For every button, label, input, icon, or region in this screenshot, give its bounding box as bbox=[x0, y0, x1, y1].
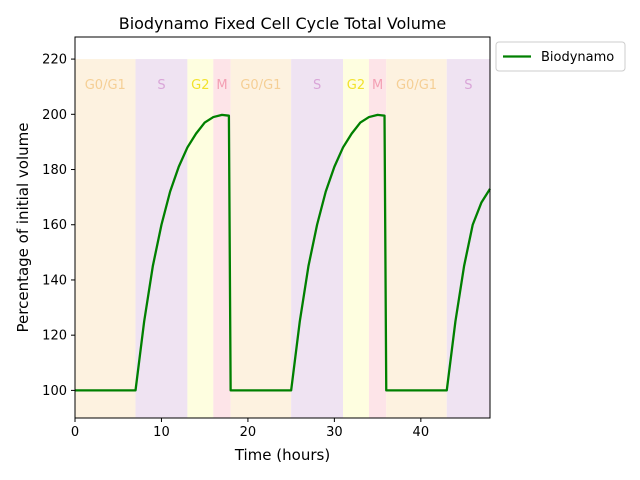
phase-label-8: G0/G1 bbox=[396, 78, 437, 93]
phase-label-0: G0/G1 bbox=[85, 78, 126, 93]
x-axis-label: Time (hours) bbox=[234, 446, 330, 464]
phase-labels: G0/G1 S G2 M G0/G1 S G2 M G0/G1 S bbox=[85, 78, 473, 93]
phase-band-7 bbox=[368, 59, 387, 419]
phase-bands bbox=[75, 59, 490, 419]
phase-band-0 bbox=[75, 59, 136, 419]
x-tick-label: 30 bbox=[326, 425, 343, 440]
series-line-biodynamo bbox=[75, 113, 491, 392]
phase-label-6: G2 bbox=[347, 78, 365, 93]
phase-band-3 bbox=[213, 59, 231, 419]
y-tick-label: 220 bbox=[42, 53, 67, 68]
y-tick-label: 200 bbox=[42, 108, 67, 123]
y-tick-label: 160 bbox=[42, 218, 67, 233]
legend-label-biodynamo: Biodynamo bbox=[541, 50, 614, 65]
phase-band-1 bbox=[135, 59, 188, 419]
phase-band-6 bbox=[343, 59, 369, 419]
x-tick-label: 0 bbox=[71, 425, 79, 440]
y-axis-ticks: 100 120 140 160 180 200 220 bbox=[42, 53, 75, 399]
y-tick-label: 100 bbox=[42, 384, 67, 399]
phase-band-5 bbox=[291, 59, 344, 419]
x-tick-label: 20 bbox=[240, 425, 257, 440]
phase-label-3: M bbox=[216, 78, 227, 93]
phase-label-4: G0/G1 bbox=[240, 78, 281, 93]
y-tick-label: 120 bbox=[42, 329, 67, 344]
x-tick-label: 40 bbox=[413, 425, 430, 440]
x-tick-label: 10 bbox=[153, 425, 170, 440]
phase-label-7: M bbox=[372, 78, 383, 93]
phase-label-1: S bbox=[157, 78, 165, 93]
y-tick-label: 140 bbox=[42, 273, 67, 288]
legend-box bbox=[495, 41, 626, 72]
phase-band-2 bbox=[187, 59, 214, 419]
chart-title: Biodynamo Fixed Cell Cycle Total Volume bbox=[119, 14, 447, 33]
x-axis-ticks: 0 10 20 30 40 bbox=[71, 418, 429, 440]
phase-label-2: G2 bbox=[191, 78, 209, 93]
phase-band-8 bbox=[386, 59, 447, 419]
legend: Biodynamo bbox=[495, 41, 626, 72]
y-tick-label: 180 bbox=[42, 163, 67, 178]
phase-label-9: S bbox=[464, 78, 472, 93]
plot-frame bbox=[74, 36, 491, 419]
phase-band-9 bbox=[446, 59, 490, 419]
phase-band-4 bbox=[230, 59, 292, 419]
phase-label-5: S bbox=[313, 78, 321, 93]
y-axis-label: Percentage of initial volume bbox=[14, 123, 32, 333]
